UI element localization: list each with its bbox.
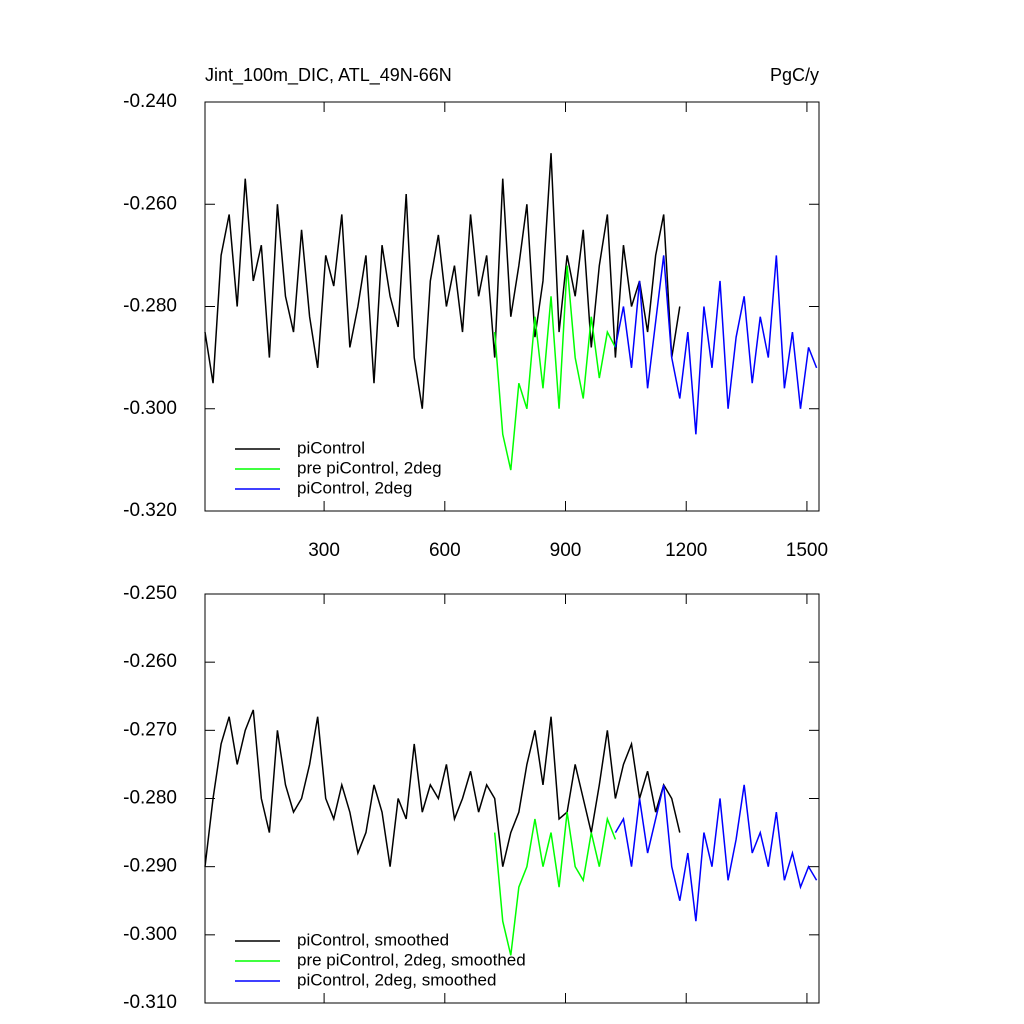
y-tick-label: -0.280 xyxy=(123,296,177,317)
legend-label: pre piControl, 2deg, smoothed xyxy=(297,950,526,969)
y-tick-label: -0.320 xyxy=(123,500,177,521)
series-line xyxy=(493,265,617,471)
y-tick-label: -0.300 xyxy=(123,398,177,419)
x-tick-label: 300 xyxy=(308,540,340,561)
y-tick-label: -0.310 xyxy=(123,992,177,1013)
series-line xyxy=(614,255,818,435)
y-tick-label: -0.260 xyxy=(123,651,177,672)
legend-label: piControl, smoothed xyxy=(297,930,449,949)
x-tick-label: 1200 xyxy=(665,540,707,561)
series-line xyxy=(204,153,681,409)
series-line xyxy=(493,812,617,956)
y-tick-label: -0.260 xyxy=(123,193,177,214)
y-tick-label: -0.270 xyxy=(123,719,177,740)
y-tick-label: -0.250 xyxy=(123,583,177,604)
y-tick-label: -0.240 xyxy=(123,91,177,112)
legend-label: piControl, 2deg xyxy=(297,478,412,497)
y-tick-label: -0.290 xyxy=(123,856,177,877)
series-line xyxy=(614,784,818,922)
y-tick-label: -0.280 xyxy=(123,788,177,809)
legend-label: piControl xyxy=(297,438,365,457)
x-tick-label: 600 xyxy=(429,540,461,561)
x-tick-label: 1500 xyxy=(786,540,828,561)
legend-label: pre piControl, 2deg xyxy=(297,458,442,477)
chart-title: Jint_100m_DIC, ATL_49N-66N xyxy=(205,65,452,86)
y-tick-label: -0.300 xyxy=(123,924,177,945)
x-tick-label: 900 xyxy=(550,540,582,561)
legend-label: piControl, 2deg, smoothed xyxy=(297,970,496,989)
units-label: PgC/y xyxy=(770,65,819,85)
series-line xyxy=(204,709,681,867)
